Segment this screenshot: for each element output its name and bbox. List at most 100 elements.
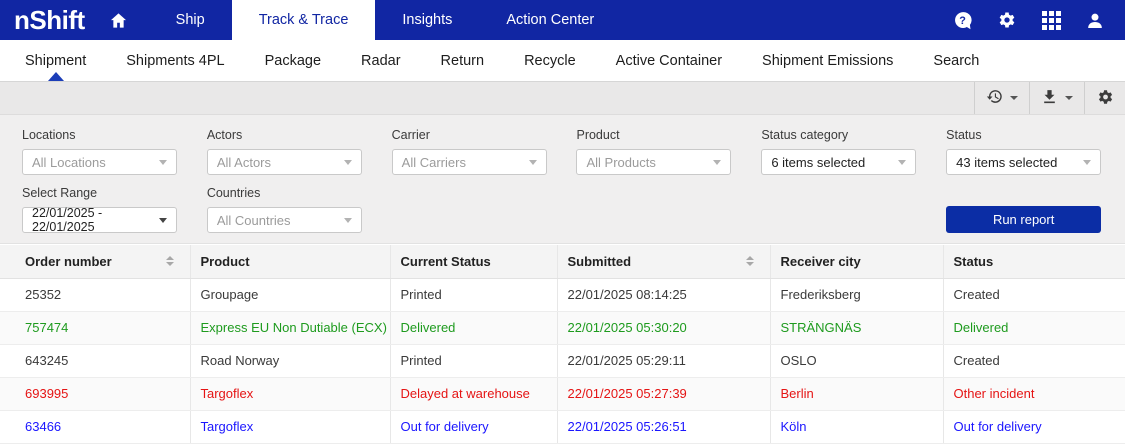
user-profile-icon[interactable]	[1085, 10, 1105, 30]
table-row[interactable]: 643245 Road Norway Printed 22/01/2025 05…	[0, 344, 1125, 378]
tab-insights[interactable]: Insights	[402, 12, 453, 28]
table-row[interactable]: 757474 Express EU Non Dutiable (ECX) Del…	[0, 311, 1125, 345]
report-settings-button[interactable]	[1084, 82, 1125, 114]
filter-status: Status 43 items selected	[946, 122, 1103, 175]
subnav-item-shipment-emissions[interactable]: Shipment Emissions	[762, 52, 894, 69]
chevron-down-icon	[1010, 96, 1018, 100]
export-download-button[interactable]	[1029, 82, 1084, 114]
carrier-dropdown[interactable]: All Carriers	[391, 149, 547, 175]
cell-submitted: 22/01/2025 05:29:11	[557, 344, 771, 378]
sort-icon[interactable]	[745, 256, 754, 267]
tab-ship[interactable]: Ship	[175, 12, 205, 28]
track-trace-subnav: Shipment Shipments 4PL Package Radar Ret…	[0, 40, 1125, 81]
settings-gear-icon[interactable]	[997, 10, 1017, 30]
gear-icon	[1096, 88, 1114, 109]
subnav-item-shipments-4pl[interactable]: Shipments 4PL	[126, 52, 225, 69]
filter-carrier: Carrier All Carriers	[391, 122, 549, 175]
cell-current-status: Delayed at warehouse	[390, 377, 558, 411]
filter-select-range: Select Range 22/01/2025 - 22/01/2025	[22, 180, 179, 234]
run-report-cell: Run report	[946, 180, 1103, 233]
table-row[interactable]: 25352 Groupage Printed 22/01/2025 08:14:…	[0, 278, 1125, 312]
cell-order-number[interactable]: 693995	[0, 377, 191, 411]
nshift-logo[interactable]: nShift	[14, 4, 85, 35]
cell-receiver-city: OSLO	[770, 344, 944, 378]
cell-product: Targoflex	[190, 410, 391, 444]
top-navbar: nShift Ship Track & Trace Insights Actio…	[0, 0, 1125, 40]
cell-receiver-city: Frederiksberg	[770, 278, 944, 312]
chevron-down-icon	[159, 159, 167, 165]
navbar-utility-icons: ?	[953, 0, 1125, 40]
chevron-down-icon	[528, 159, 537, 165]
subnav-item-shipment[interactable]: Shipment	[25, 40, 86, 81]
actors-dropdown[interactable]: All Actors	[206, 149, 362, 175]
date-range-picker[interactable]: 22/01/2025 - 22/01/2025	[22, 206, 177, 234]
status-category-label: Status category	[761, 128, 849, 142]
column-header-status[interactable]: Status	[943, 245, 1125, 279]
filter-product: Product All Products	[576, 122, 733, 175]
run-report-button[interactable]: Run report	[946, 206, 1102, 233]
main-nav-tabs: Ship Track & Trace Insights Action Cente…	[149, 0, 622, 40]
table-row[interactable]: 693995 Targoflex Delayed at warehouse 22…	[0, 377, 1125, 411]
chevron-down-icon	[1065, 96, 1073, 100]
cell-status: Other incident	[943, 377, 1125, 411]
chevron-down-icon	[713, 159, 722, 165]
cell-receiver-city: Köln	[770, 410, 944, 444]
cell-status: Created	[943, 278, 1125, 312]
help-icon[interactable]: ?	[953, 10, 973, 30]
locations-dropdown[interactable]: All Locations	[22, 149, 177, 175]
actors-label: Actors	[206, 128, 243, 142]
carrier-label: Carrier	[391, 128, 430, 142]
column-header-order-number[interactable]: Order number	[0, 245, 191, 279]
tab-track-and-trace[interactable]: Track & Trace	[231, 0, 376, 40]
cell-order-number[interactable]: 25352	[0, 278, 191, 312]
sort-icon[interactable]	[165, 256, 174, 267]
shipments-table: Order number Product Current Status Subm…	[0, 245, 1125, 444]
status-category-dropdown[interactable]: 6 items selected	[761, 149, 917, 175]
date-range-value: 22/01/2025 - 22/01/2025	[32, 206, 103, 234]
subnav-item-radar[interactable]: Radar	[361, 52, 401, 69]
cell-submitted: 22/01/2025 05:26:51	[557, 410, 771, 444]
home-nav-button[interactable]	[95, 0, 149, 40]
subnav-item-active-container[interactable]: Active Container	[615, 52, 723, 69]
cell-status: Out for delivery	[943, 410, 1125, 444]
table-header-row: Order number Product Current Status Subm…	[0, 245, 1125, 279]
column-header-current-status[interactable]: Current Status	[390, 245, 558, 279]
column-header-receiver-city[interactable]: Receiver city	[770, 245, 944, 279]
column-header-product[interactable]: Product	[190, 245, 391, 279]
subnav-item-recycle[interactable]: Recycle	[524, 52, 576, 69]
filter-actors: Actors All Actors	[206, 122, 364, 175]
subnav-item-search[interactable]: Search	[933, 52, 980, 69]
countries-dropdown[interactable]: All Countries	[206, 207, 362, 233]
cell-status: Delivered	[943, 311, 1125, 345]
countries-label: Countries	[206, 186, 261, 200]
cell-product: Targoflex	[190, 377, 391, 411]
filter-locations: Locations All Locations	[22, 122, 179, 175]
product-dropdown[interactable]: All Products	[576, 149, 732, 175]
order-number-header-label: Order number	[25, 253, 112, 269]
status-dropdown[interactable]: 43 items selected	[946, 149, 1102, 175]
subnav-item-package[interactable]: Package	[264, 52, 322, 69]
chevron-down-icon	[343, 159, 352, 165]
countries-value: All Countries	[216, 212, 291, 228]
history-dropdown-button[interactable]	[974, 82, 1029, 114]
table-row[interactable]: 63466 Targoflex Out for delivery 22/01/2…	[0, 410, 1125, 444]
cell-product: Groupage	[190, 278, 391, 312]
cell-order-number[interactable]: 63466	[0, 410, 191, 444]
submitted-header-label: Submitted	[567, 253, 632, 269]
cell-current-status: Printed	[390, 344, 558, 378]
subnav-item-return[interactable]: Return	[440, 52, 485, 69]
cell-product: Express EU Non Dutiable (ECX)	[190, 311, 391, 345]
filter-status-category: Status category 6 items selected	[761, 122, 918, 175]
cell-receiver-city: Berlin	[770, 377, 944, 411]
column-header-submitted[interactable]: Submitted	[557, 245, 771, 279]
locations-label: Locations	[22, 128, 76, 142]
report-toolbar	[0, 82, 1125, 115]
apps-grid-icon[interactable]	[1041, 10, 1061, 30]
chevron-down-icon	[159, 217, 167, 223]
cell-order-number[interactable]: 757474	[0, 311, 191, 345]
chevron-down-icon	[1083, 159, 1092, 165]
status-category-value: 6 items selected	[771, 154, 866, 170]
cell-order-number[interactable]: 643245	[0, 344, 191, 378]
product-label: Product	[576, 128, 620, 142]
tab-action-center[interactable]: Action Center	[506, 12, 595, 28]
